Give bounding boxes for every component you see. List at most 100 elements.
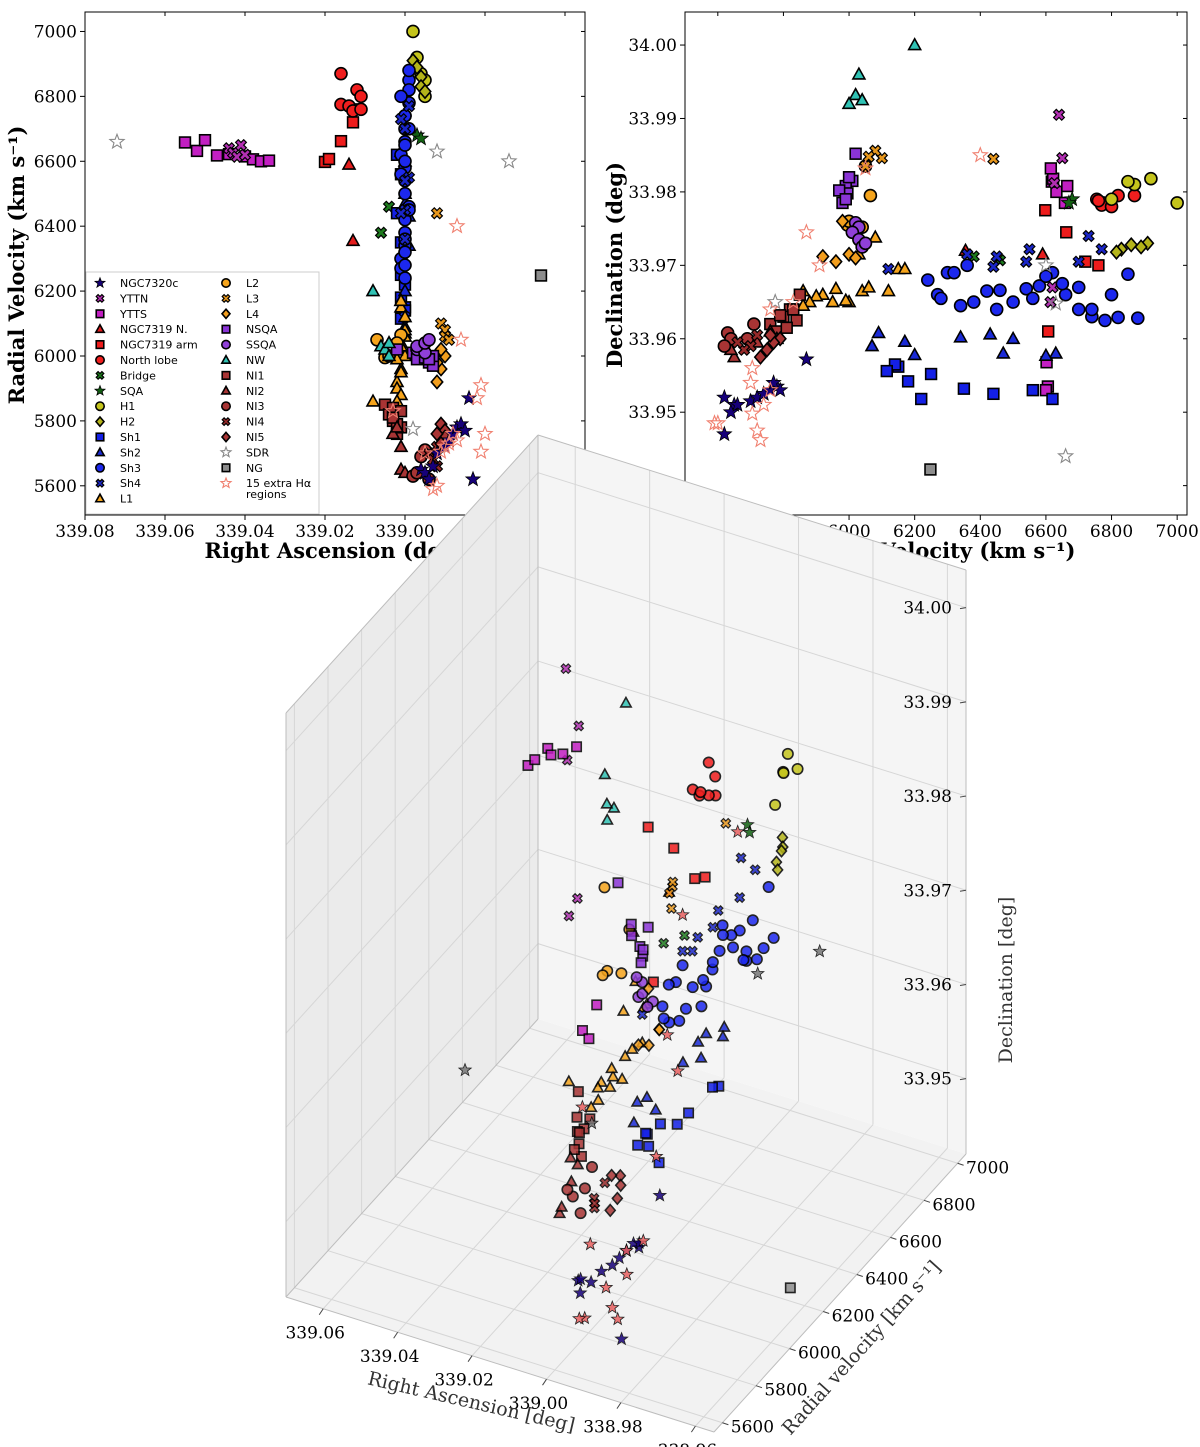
legend-marker: [220, 353, 232, 364]
p2-ytick-label: 33.95: [628, 403, 677, 423]
point-nw: [381, 335, 397, 349]
legend-marker: [93, 276, 107, 289]
point-15-extra-h-regions: [635, 1233, 651, 1248]
p1-xtick-label: 339.00: [375, 522, 434, 542]
legend-label: NW: [246, 354, 265, 367]
p1-xtick-label: 339.06: [135, 522, 194, 542]
point-sh2: [864, 338, 880, 352]
point-ngc7319-n: [341, 156, 357, 170]
pane-edge: [285, 1296, 715, 1433]
point-ngc7319-arm: [1042, 325, 1055, 338]
p3-ytick-label: 6600: [899, 1232, 942, 1252]
point-l1: [828, 280, 844, 295]
point-ytts: [1039, 383, 1053, 397]
point-ngc7320c: [583, 1274, 599, 1289]
point-sh3: [767, 931, 780, 944]
point-ng: [924, 463, 937, 476]
point-sh4: [1082, 229, 1095, 243]
point-yttn: [238, 148, 252, 162]
point-l3: [859, 159, 872, 173]
point-h1: [769, 798, 782, 811]
point-15-extra-h-regions: [675, 907, 690, 922]
point-sh3: [1025, 291, 1040, 306]
point-sh3: [1104, 287, 1119, 302]
legend-label: SDR: [246, 446, 269, 459]
point-ni3: [747, 317, 761, 331]
p3-ytick-label: 5800: [764, 1381, 807, 1401]
point-sh3: [1006, 295, 1020, 309]
point-yttn: [560, 663, 572, 675]
pane-edge: [285, 1018, 539, 1298]
point-l4: [632, 1038, 645, 1052]
point-sh2: [649, 1102, 663, 1115]
point-sh3: [695, 1000, 708, 1013]
legend-marker: [95, 432, 105, 442]
point-15-extra-h-regions: [448, 431, 466, 448]
point-nw: [365, 283, 381, 297]
p3-ytick-mark: [789, 1348, 796, 1352]
point-nsqa: [849, 147, 862, 160]
p3-ztick-label: 34.00: [903, 599, 952, 619]
point-sh1: [654, 1118, 666, 1130]
point-15-extra-h-regions: [856, 159, 875, 176]
point-ngc7320c: [722, 403, 740, 420]
point-ni1: [386, 411, 400, 424]
point-ytts: [178, 136, 192, 149]
point-l1: [393, 364, 409, 378]
point-sh3: [1055, 276, 1070, 291]
point-sh3: [1111, 310, 1125, 325]
point-nsqa: [839, 193, 852, 206]
point-sh1: [683, 1107, 695, 1119]
point-ngc7320c: [765, 374, 782, 390]
point-l1: [795, 297, 811, 312]
point-ni1: [787, 303, 800, 316]
point-north-lobe: [709, 770, 722, 783]
point-yttn: [1056, 151, 1069, 165]
point-nw: [600, 813, 614, 825]
point-sh2: [953, 329, 968, 343]
legend-marker: [95, 340, 105, 350]
legend-label: H1: [120, 400, 135, 413]
panel1-frame: [84, 11, 586, 516]
point-15-extra-h-regions: [384, 402, 402, 419]
point-l1: [625, 1042, 639, 1054]
panel-velocity-dec: 5600580060006200640066006800700033.9433.…: [602, 11, 1199, 563]
point-nsqa: [637, 944, 649, 956]
legend-label: Sh2: [120, 446, 141, 459]
point-nw: [598, 767, 612, 780]
p3-ztick-mark: [959, 607, 967, 610]
legend-label: L1: [120, 493, 133, 506]
point-ytts: [591, 999, 603, 1011]
point-15-extra-h-regions: [619, 1266, 635, 1281]
point-15-extra-h-regions: [428, 476, 446, 494]
grid-z-back: [537, 472, 967, 609]
point-15-extra-h-regions: [472, 376, 490, 393]
point-ni1: [394, 404, 408, 418]
point-ytts: [571, 741, 583, 753]
legend-label: NGC7319 N.: [120, 323, 188, 336]
point-sh3: [398, 271, 412, 285]
legend-marker: [94, 415, 106, 428]
point-ngc7319-n: [1035, 246, 1050, 260]
point-sh4: [712, 905, 724, 917]
point-l1: [615, 1072, 629, 1084]
point-sh3: [750, 953, 763, 966]
point-sh3: [960, 258, 974, 273]
legend-marker: [95, 462, 106, 473]
pane-edge: [285, 434, 539, 714]
point-l1: [897, 261, 913, 275]
legend-label: Bridge: [120, 369, 156, 382]
point-ni1: [575, 1150, 587, 1162]
point-ni4: [750, 328, 764, 342]
panel1-y-label: Radial Velocity (km s⁻¹): [4, 126, 29, 405]
point-15-extra-h-regions: [416, 444, 434, 461]
point-nw: [848, 87, 863, 101]
point-sh1: [901, 375, 915, 388]
point-ni1: [571, 1111, 583, 1123]
point-sh4: [1019, 255, 1033, 268]
point-sdr: [812, 943, 827, 958]
p1-ytick-label: 6600: [34, 152, 77, 172]
point-sh3: [1085, 302, 1099, 317]
point-ytts: [522, 759, 534, 771]
